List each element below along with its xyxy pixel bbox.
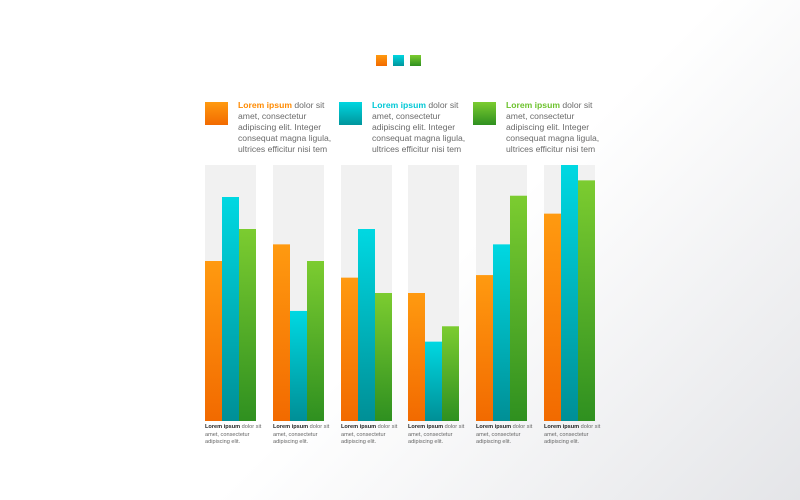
legend-text: dolor sit amet, consectetur adipiscing e… — [372, 100, 466, 154]
caption-title: Lorem ipsum — [544, 424, 580, 430]
bar-orange — [476, 275, 493, 421]
caption-title: Lorem ipsum — [476, 424, 512, 430]
dot-orange — [376, 55, 387, 66]
legend-item-orange: Lorem ipsum dolor sit amet, consectetur … — [205, 100, 339, 155]
bar-orange — [408, 293, 425, 421]
legend-swatch — [205, 102, 228, 125]
bar-cyan — [493, 244, 510, 421]
bar-orange — [205, 261, 222, 421]
caption-text: dolor sit amet, consectetur adipiscing e… — [408, 424, 465, 446]
caption-title: Lorem ipsum — [341, 424, 377, 430]
legend: Lorem ipsum dolor sit amet, consectetur … — [205, 100, 607, 155]
caption-text: dolor sit amet, consectetur adipiscing e… — [341, 424, 398, 446]
bar-caption: Lorem ipsum dolor sit amet, consectetur … — [273, 424, 333, 447]
caption-title: Lorem ipsum — [273, 424, 309, 430]
legend-swatch — [339, 102, 362, 125]
bar-caption: Lorem ipsum dolor sit amet, consectetur … — [408, 424, 468, 447]
caption-text: dolor sit amet, consectetur adipiscing e… — [544, 424, 601, 446]
bar-caption: Lorem ipsum dolor sit amet, consectetur … — [341, 424, 401, 447]
dot-cyan — [393, 55, 404, 66]
legend-title: Lorem ipsum — [372, 100, 426, 110]
bar-caption: Lorem ipsum dolor sit amet, consectetur … — [544, 424, 604, 447]
caption-text: dolor sit amet, consectetur adipiscing e… — [476, 424, 533, 446]
caption-title: Lorem ipsum — [205, 424, 241, 430]
bar-green — [239, 229, 256, 421]
bar-caption: Lorem ipsum dolor sit amet, consectetur … — [205, 424, 265, 447]
legend-title: Lorem ipsum — [506, 100, 560, 110]
bar-orange — [544, 213, 561, 421]
caption-text: dolor sit amet, consectetur adipiscing e… — [273, 424, 330, 446]
bar-green — [307, 261, 324, 421]
bar-cyan — [425, 341, 442, 421]
legend-item-green: Lorem ipsum dolor sit amet, consectetur … — [473, 100, 607, 155]
bar-green — [375, 293, 392, 421]
legend-swatch — [473, 102, 496, 125]
bar-cyan — [222, 197, 239, 421]
bar-green — [578, 180, 595, 421]
caption-text: dolor sit amet, consectetur adipiscing e… — [205, 424, 262, 446]
legend-item-cyan: Lorem ipsum dolor sit amet, consectetur … — [339, 100, 473, 155]
bar-caption: Lorem ipsum dolor sit amet, consectetur … — [476, 424, 536, 447]
dot-green — [410, 55, 421, 66]
legend-title: Lorem ipsum — [238, 100, 292, 110]
color-dots — [376, 55, 421, 66]
bar-green — [510, 195, 527, 421]
bar-orange — [273, 244, 290, 421]
bar-cyan — [358, 229, 375, 421]
caption-title: Lorem ipsum — [408, 424, 444, 430]
legend-text: dolor sit amet, consectetur adipiscing e… — [506, 100, 600, 154]
bar-orange — [341, 277, 358, 421]
bar-green — [442, 326, 459, 421]
bar-cyan — [561, 165, 578, 421]
legend-text: dolor sit amet, consectetur adipiscing e… — [238, 100, 332, 154]
bar-cyan — [290, 310, 307, 421]
